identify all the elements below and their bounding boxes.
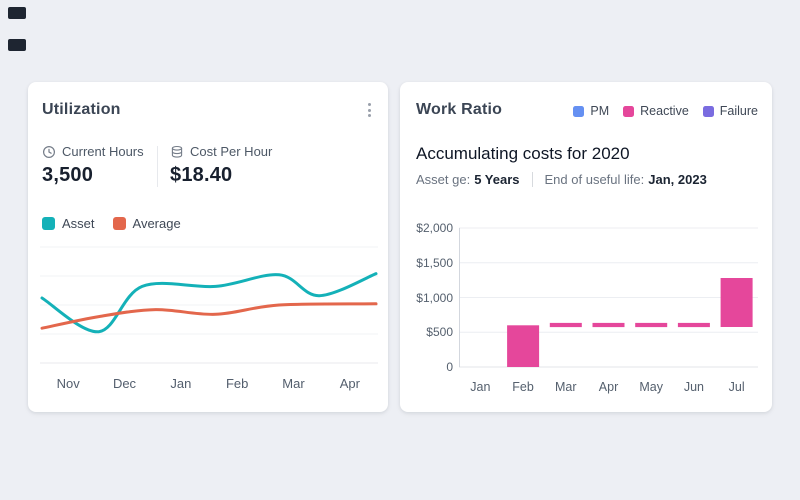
work-ratio-chart-legend: PM Reactive Failure bbox=[573, 104, 758, 118]
legend-item-reactive[interactable]: Reactive bbox=[623, 104, 689, 118]
line-series-average bbox=[40, 302, 378, 330]
x-tick-label-jan: Jan bbox=[470, 380, 491, 394]
utilization-x-axis-labels: Nov Dec Jan Feb Mar Apr bbox=[40, 376, 378, 394]
kebab-menu-icon[interactable] bbox=[361, 101, 377, 119]
legend-label: Average bbox=[132, 216, 181, 231]
utilization-card-title: Utilization bbox=[42, 101, 121, 118]
metric-current-hours: Current Hours 3,500 bbox=[42, 144, 146, 187]
corner-marker-top bbox=[8, 7, 26, 19]
utilization-chart-legend: Asset Average bbox=[42, 216, 181, 231]
x-tick-label-apr: Apr bbox=[339, 376, 360, 391]
metric-value: $18.40 bbox=[170, 164, 233, 186]
legend-item-pm[interactable]: PM bbox=[573, 104, 609, 118]
asset-age-value: 5 Years bbox=[474, 172, 520, 187]
legend-swatch bbox=[702, 105, 714, 117]
bar-may bbox=[635, 322, 668, 328]
x-tick-label-jul: Jul bbox=[728, 380, 745, 394]
metrics-row: Current Hours 3,500 Cost Per Hour $18.40 bbox=[42, 144, 274, 187]
bar-feb bbox=[507, 325, 540, 367]
clock-icon bbox=[42, 145, 56, 159]
x-tick-label-dec: Dec bbox=[112, 376, 137, 391]
legend-swatch bbox=[42, 217, 55, 230]
x-tick-label-apr: Apr bbox=[598, 380, 619, 394]
x-tick-label-mar: Mar bbox=[555, 380, 577, 394]
bar-mar bbox=[549, 322, 582, 328]
coins-icon bbox=[170, 145, 184, 159]
metric-label: Cost Per Hour bbox=[190, 144, 273, 159]
legend-label: Reactive bbox=[640, 104, 689, 118]
utilization-line-chart bbox=[40, 246, 378, 364]
legend-swatch bbox=[623, 105, 635, 117]
bar-apr bbox=[592, 322, 625, 328]
legend-label: Failure bbox=[719, 104, 758, 118]
y-tick-label-1000: $1,000 bbox=[416, 290, 453, 305]
bar-x-axis-labels: Jan Feb Mar Apr May Jun Jul bbox=[459, 380, 758, 396]
eol-value: Jan, 2023 bbox=[648, 172, 707, 187]
x-tick-label-feb: Feb bbox=[512, 380, 534, 394]
y-tick-label-500: $500 bbox=[426, 325, 453, 340]
asset-meta-row: Asset ge: 5 Years End of useful life: Ja… bbox=[416, 172, 707, 187]
legend-swatch bbox=[112, 217, 126, 230]
y-tick-label-2000: $2,000 bbox=[416, 221, 453, 235]
metric-label: Current Hours bbox=[62, 144, 144, 159]
x-tick-label-jun: Jun bbox=[683, 380, 704, 394]
work-ratio-bar-chart: 0 $500 $1,000 $1,500 $2,000 Jan Feb Mar Apr May J… bbox=[400, 212, 772, 402]
x-tick-label-may: May bbox=[639, 380, 664, 394]
eol-label: End of useful life: bbox=[544, 172, 645, 187]
legend-label: PM bbox=[590, 104, 610, 118]
utilization-card: Utilization Current Hours 3,500 Cost Per… bbox=[28, 82, 388, 412]
y-tick-label-1500: $1,500 bbox=[416, 255, 453, 270]
legend-label: Asset bbox=[62, 216, 95, 231]
y-tick-label-0: 0 bbox=[446, 360, 453, 374]
line-series-asset bbox=[40, 272, 378, 334]
asset-age-label: Asset ge: bbox=[416, 172, 471, 187]
x-tick-label-jan: Jan bbox=[170, 376, 192, 391]
work-ratio-card-title: Work Ratio bbox=[416, 101, 503, 118]
legend-item-failure[interactable]: Failure bbox=[702, 104, 758, 118]
legend-item-asset[interactable]: Asset bbox=[42, 216, 95, 231]
x-tick-label-mar: Mar bbox=[282, 376, 305, 391]
bar-jul bbox=[720, 278, 753, 327]
bar-jun bbox=[677, 322, 710, 328]
corner-marker-bottom bbox=[8, 39, 26, 51]
x-tick-label-feb: Feb bbox=[225, 376, 249, 391]
legend-swatch bbox=[573, 105, 585, 117]
x-tick-label-nov: Nov bbox=[56, 376, 80, 391]
metrics-divider bbox=[157, 146, 158, 187]
legend-item-average[interactable]: Average bbox=[112, 216, 181, 231]
work-ratio-card: Work Ratio PM Reactive Failure Accumulatin… bbox=[400, 82, 772, 412]
metric-value: 3,500 bbox=[42, 164, 94, 186]
metric-cost-per-hour: Cost Per Hour $18.40 bbox=[170, 144, 274, 187]
meta-divider bbox=[531, 172, 533, 187]
chart-subtitle: Accumulating costs for 2020 bbox=[416, 144, 630, 163]
bar-plot-area bbox=[459, 227, 758, 368]
